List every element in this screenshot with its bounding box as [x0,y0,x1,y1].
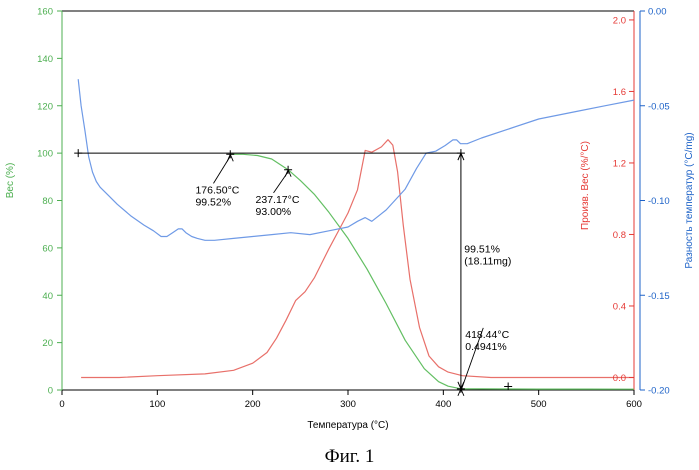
annotation-text: 0.4941% [465,341,506,353]
series-line-left [230,153,635,390]
x-tick-label: 400 [435,399,451,410]
left-tick-label: 60 [42,243,53,254]
left-tick-label: 100 [37,149,53,160]
left-tick-label: 120 [37,101,53,112]
x-tick-label: 200 [245,399,261,410]
right2-tick-label: -0.15 [648,291,670,302]
annotation-text: 176.50°C [195,184,239,196]
series-layer [77,79,635,390]
right2-axis-title: Разность температур (°C/mg) [684,132,695,268]
right1-tick-label: 0.8 [613,230,626,241]
series-line-right1 [81,139,634,379]
left-tick-label: 80 [42,196,53,207]
annotation-arrowhead [284,168,292,177]
right1-tick-label: 1.2 [613,158,626,169]
x-tick-label: 100 [149,399,165,410]
left-tick-label: 20 [42,338,53,349]
left-tick-label: 40 [42,291,53,302]
x-tick-label: 500 [531,399,547,410]
marker-plus [504,382,513,391]
left-tick-label: 0 [48,386,53,397]
annotation-text: 99.51% [464,244,500,256]
annotation-arrowhead [457,387,465,397]
annotation-text: 99.52% [195,196,231,208]
right1-tick-label: 1.6 [613,87,626,98]
right1-tick-label: 0.4 [613,301,626,312]
right1-tick-label: 0.0 [613,373,626,384]
x-tick-label: 0 [59,399,64,410]
right1-axis-title: Произв. Вес (%/°C) [580,141,591,230]
right2-tick-label: -0.10 [648,196,670,207]
annotation-layer: 176.50°C99.52% 237.17°C93.00% 99.51%(18.11… [74,149,513,397]
right2-tick-label: -0.05 [648,101,670,112]
x-tick-label: 600 [626,399,642,410]
left-axis-title: Вес (%) [5,163,16,199]
annotation-text: 418.44°C [465,329,509,341]
annotation-text: 93.00% [256,206,292,218]
tick-layer: 0 100 200 300 400 500 600 0 20 40 60 80 100 120 140 160… [5,7,695,432]
annotation-text: 237.17°C [256,194,300,206]
series-line-right2 [77,79,635,241]
plot-frame [61,10,641,391]
figure-caption: Фиг. 1 [324,446,375,467]
right2-tick-label: -0.20 [648,386,670,397]
marker-plus [74,149,83,158]
right2-tick-label: 0.00 [648,7,667,18]
annotation-arrowhead [226,153,234,162]
left-tick-label: 160 [37,7,53,18]
annotation-leader [460,327,484,391]
marker-plus [456,149,465,158]
annotation-text: (18.11mg) [464,256,511,268]
x-axis-title: Температура (°C) [307,420,388,431]
left-tick-label: 140 [37,54,53,65]
x-tick-label: 300 [340,399,356,410]
right1-tick-label: 2.0 [613,15,626,26]
